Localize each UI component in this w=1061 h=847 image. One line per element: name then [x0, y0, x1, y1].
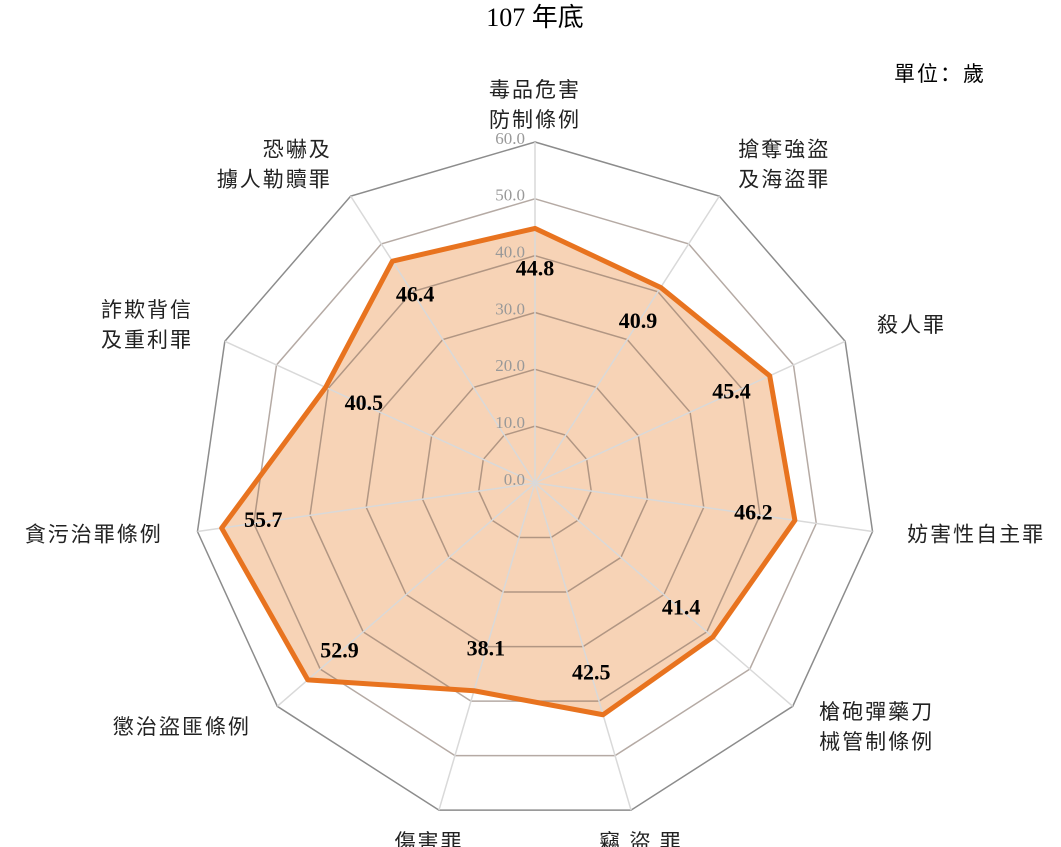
category-label-line: 懲治盜匪條例: [113, 715, 251, 739]
value-label: 42.5: [572, 660, 611, 685]
category-label: 毒品危害防制條例: [489, 78, 581, 132]
spoke: [534, 482, 873, 533]
category-label-line: 及重利罪: [101, 328, 193, 352]
category-label: 竊 盜 罪: [599, 830, 683, 847]
category-label-line: 槍砲彈藥刀: [819, 700, 934, 724]
category-label-line: 毒品危害: [489, 78, 581, 102]
category-label: 懲治盜匪條例: [113, 715, 251, 739]
category-label: 殺人罪: [877, 313, 946, 337]
category-label: 詐欺背信及重利罪: [101, 298, 193, 352]
spoke: [438, 482, 536, 811]
category-label-line: 傷害罪: [395, 830, 464, 847]
category-label-line: 竊 盜 罪: [599, 830, 683, 847]
spoke: [197, 482, 536, 533]
value-label: 40.9: [619, 308, 658, 333]
category-label: 傷害罪: [395, 830, 464, 847]
grid-ring: [421, 368, 649, 593]
category-label: 妨害性自主罪: [907, 522, 1045, 546]
category-label-line: 妨害性自主罪: [907, 522, 1045, 546]
category-label-line: 械管制條例: [819, 730, 934, 754]
spoke: [224, 340, 536, 484]
category-label: 恐嚇及擄人勒贖罪: [217, 138, 332, 192]
category-label-line: 防制條例: [489, 108, 581, 132]
spoke: [534, 482, 632, 811]
value-label: 40.5: [345, 390, 384, 415]
r-tick-label: 0.0: [504, 470, 525, 489]
category-label-line: 及海盜罪: [738, 168, 830, 192]
value-label: 46.2: [734, 499, 773, 524]
value-label: 52.9: [320, 637, 359, 662]
value-label: 44.8: [516, 255, 555, 280]
category-label-line: 擄人勒贖罪: [217, 168, 332, 192]
value-label: 38.1: [467, 636, 506, 661]
grid-ring: [196, 141, 874, 811]
r-tick-label: 50.0: [495, 186, 525, 205]
r-tick-label: 20.0: [495, 356, 525, 375]
value-label: 46.4: [396, 282, 435, 307]
r-tick-label: 40.0: [495, 243, 525, 262]
chart-subtitle: 107 年底: [486, 3, 584, 32]
category-label-line: 詐欺背信: [101, 298, 193, 322]
category-label: 槍砲彈藥刀械管制條例: [819, 700, 934, 754]
spoke: [534, 340, 846, 484]
category-label-line: 殺人罪: [877, 313, 946, 337]
value-label: 41.4: [662, 595, 701, 620]
r-tick-label: 10.0: [495, 413, 525, 432]
series-line: [219, 225, 798, 718]
category-label-line: 貪污治罪條例: [25, 522, 163, 546]
value-label: 55.7: [244, 507, 283, 532]
grid-ring: [365, 311, 705, 648]
category-label: 貪污治罪條例: [25, 522, 163, 546]
grid-ring: [252, 198, 818, 757]
value-label: 45.4: [712, 378, 751, 403]
spoke: [534, 195, 720, 484]
r-tick-label: 30.0: [495, 299, 525, 318]
grid-ring: [477, 425, 593, 539]
category-label: 搶奪強盜及海盜罪: [738, 138, 830, 192]
category-label-line: 恐嚇及: [263, 138, 332, 162]
spoke: [350, 195, 536, 484]
r-tick-label: 60.0: [495, 129, 525, 148]
spoke: [276, 482, 536, 707]
category-label-line: 搶奪強盜: [738, 138, 830, 162]
unit-label: 單位：歲: [894, 62, 986, 86]
spoke: [534, 482, 794, 707]
